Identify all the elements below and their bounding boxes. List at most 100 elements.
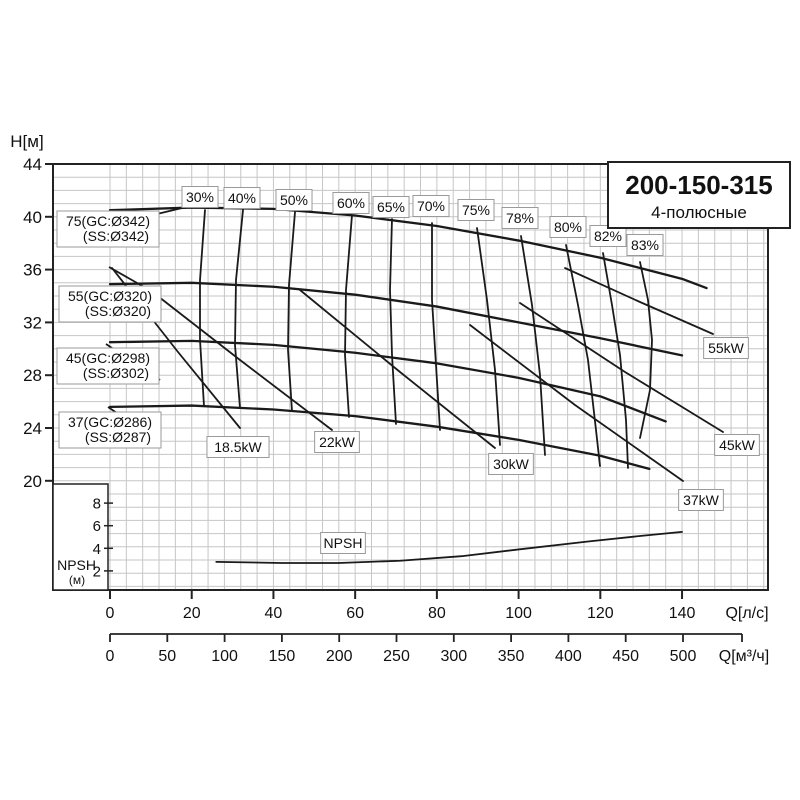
impeller-label-line2: (SS:Ø302): [83, 365, 149, 381]
power-label-box: [206, 436, 270, 458]
npsh-label-box: [320, 532, 366, 554]
power-line: [564, 267, 714, 335]
y-axis-title: H[м]: [10, 132, 43, 151]
head-curve: [108, 404, 651, 471]
pump-model-title: 200-150-315: [625, 170, 772, 200]
power-label-text: 37kW: [683, 492, 720, 508]
h-tick-label: 28: [23, 366, 42, 385]
efficiency-line: [639, 261, 653, 439]
efficiency-label-text: 75%: [462, 202, 490, 218]
power-label-box: [714, 434, 760, 456]
impeller-label-box: [58, 285, 162, 323]
x2-tick-label: 350: [498, 648, 525, 665]
power-label-box: [703, 337, 749, 359]
power-label-text: 45kW: [719, 437, 756, 453]
title-box: [607, 161, 791, 229]
efficiency-line: [520, 235, 546, 456]
efficiency-label-text: 82%: [594, 228, 622, 244]
efficiency-line: [199, 209, 206, 407]
impeller-leader-line: [156, 207, 183, 215]
efficiency-label-box: [332, 192, 370, 214]
x2-tick-label: 0: [106, 648, 115, 665]
plot-frame: [52, 163, 769, 591]
npsh-tick-label: 6: [93, 518, 101, 535]
h-tick-label: 24: [23, 419, 42, 438]
npsh-axis-unit: (м): [69, 573, 85, 587]
efficiency-label-box: [549, 216, 587, 238]
power-label-text: 18.5kW: [214, 439, 262, 455]
efficiency-label-text: 83%: [631, 237, 659, 253]
impeller-label-line1: 37(GC:Ø286): [68, 414, 152, 430]
power-label-text: 55kW: [708, 340, 745, 356]
efficiency-label-text: 70%: [417, 198, 445, 214]
efficiency-line: [344, 214, 353, 418]
npsh-tick-label: 4: [93, 541, 101, 558]
efficiency-label-text: 80%: [554, 219, 582, 235]
impeller-label-line1: 55(GC:Ø320): [68, 288, 152, 304]
x2-tick-label: 50: [158, 648, 176, 665]
impeller-label-line2: (SS:Ø320): [85, 303, 151, 319]
efficiency-label-box: [372, 196, 410, 218]
x1-tick-label: 60: [346, 605, 364, 622]
power-label-box: [314, 431, 360, 453]
efficiency-line: [287, 211, 296, 412]
npsh-tick-label: 8: [93, 496, 101, 513]
power-label-text: 22kW: [319, 434, 356, 450]
impeller-label-line2: (SS:Ø287): [85, 429, 151, 445]
head-curve: [108, 206, 708, 290]
npsh-curve: [215, 531, 683, 564]
x1-tick-label: 40: [265, 605, 283, 622]
efficiency-label-text: 65%: [377, 199, 405, 215]
x2-axis-title: Q[м³/ч]: [719, 648, 769, 665]
impeller-label-line2: (SS:Ø342): [83, 228, 149, 244]
efficiency-label-box: [501, 207, 539, 229]
power-line: [149, 289, 333, 431]
efficiency-label-text: 60%: [337, 195, 365, 211]
x1-tick-label: 0: [106, 605, 115, 622]
x2-tick-label: 150: [269, 648, 296, 665]
x1-axis-title: Q[л/с]: [725, 605, 768, 622]
efficiency-line: [389, 218, 397, 425]
npsh-axis-box: [52, 483, 109, 591]
efficiency-line: [565, 244, 601, 467]
efficiency-label-text: 78%: [506, 210, 534, 226]
x1-tick-label: 100: [505, 605, 532, 622]
impeller-label-box: [58, 411, 162, 449]
h-tick-label: 36: [23, 261, 42, 280]
efficiency-label-box: [223, 187, 261, 209]
npsh-tick-label: 2: [93, 563, 101, 580]
efficiency-label-text: 40%: [228, 190, 256, 206]
x2-tick-label: 450: [612, 648, 639, 665]
power-line: [469, 324, 684, 482]
efficiency-line: [431, 222, 441, 431]
impeller-label-line1: 45(GC:Ø298): [66, 350, 150, 366]
power-label-box: [488, 453, 534, 475]
npsh-label-text: NPSH: [324, 535, 363, 551]
x2-tick-label: 250: [383, 648, 410, 665]
efficiency-label-text: 30%: [186, 189, 214, 205]
impeller-label-line1: 75(GC:Ø342): [66, 213, 150, 229]
efficiency-label-box: [457, 199, 495, 221]
pump-poles-subtitle: 4-полюсные: [651, 203, 747, 222]
efficiency-line: [234, 209, 244, 409]
x1-tick-label: 140: [669, 605, 696, 622]
h-tick-label: 32: [23, 313, 42, 332]
efficiency-label-box: [275, 189, 313, 211]
efficiency-label-box: [626, 234, 664, 256]
x1-tick-label: 80: [428, 605, 446, 622]
x1-tick-label: 120: [587, 605, 614, 622]
x2-tick-label: 500: [670, 648, 697, 665]
head-curve: [108, 281, 684, 357]
impeller-label-box: [56, 347, 160, 385]
x2-tick-label: 300: [440, 648, 467, 665]
efficiency-label-box: [412, 195, 450, 217]
h-tick-label: 40: [23, 208, 42, 227]
efficiency-label-text: 50%: [280, 192, 308, 208]
impeller-label-box: [56, 210, 160, 248]
power-label-text: 30kW: [493, 456, 530, 472]
x2-tick-label: 200: [326, 648, 353, 665]
efficiency-line: [476, 227, 501, 446]
power-line: [519, 302, 724, 433]
